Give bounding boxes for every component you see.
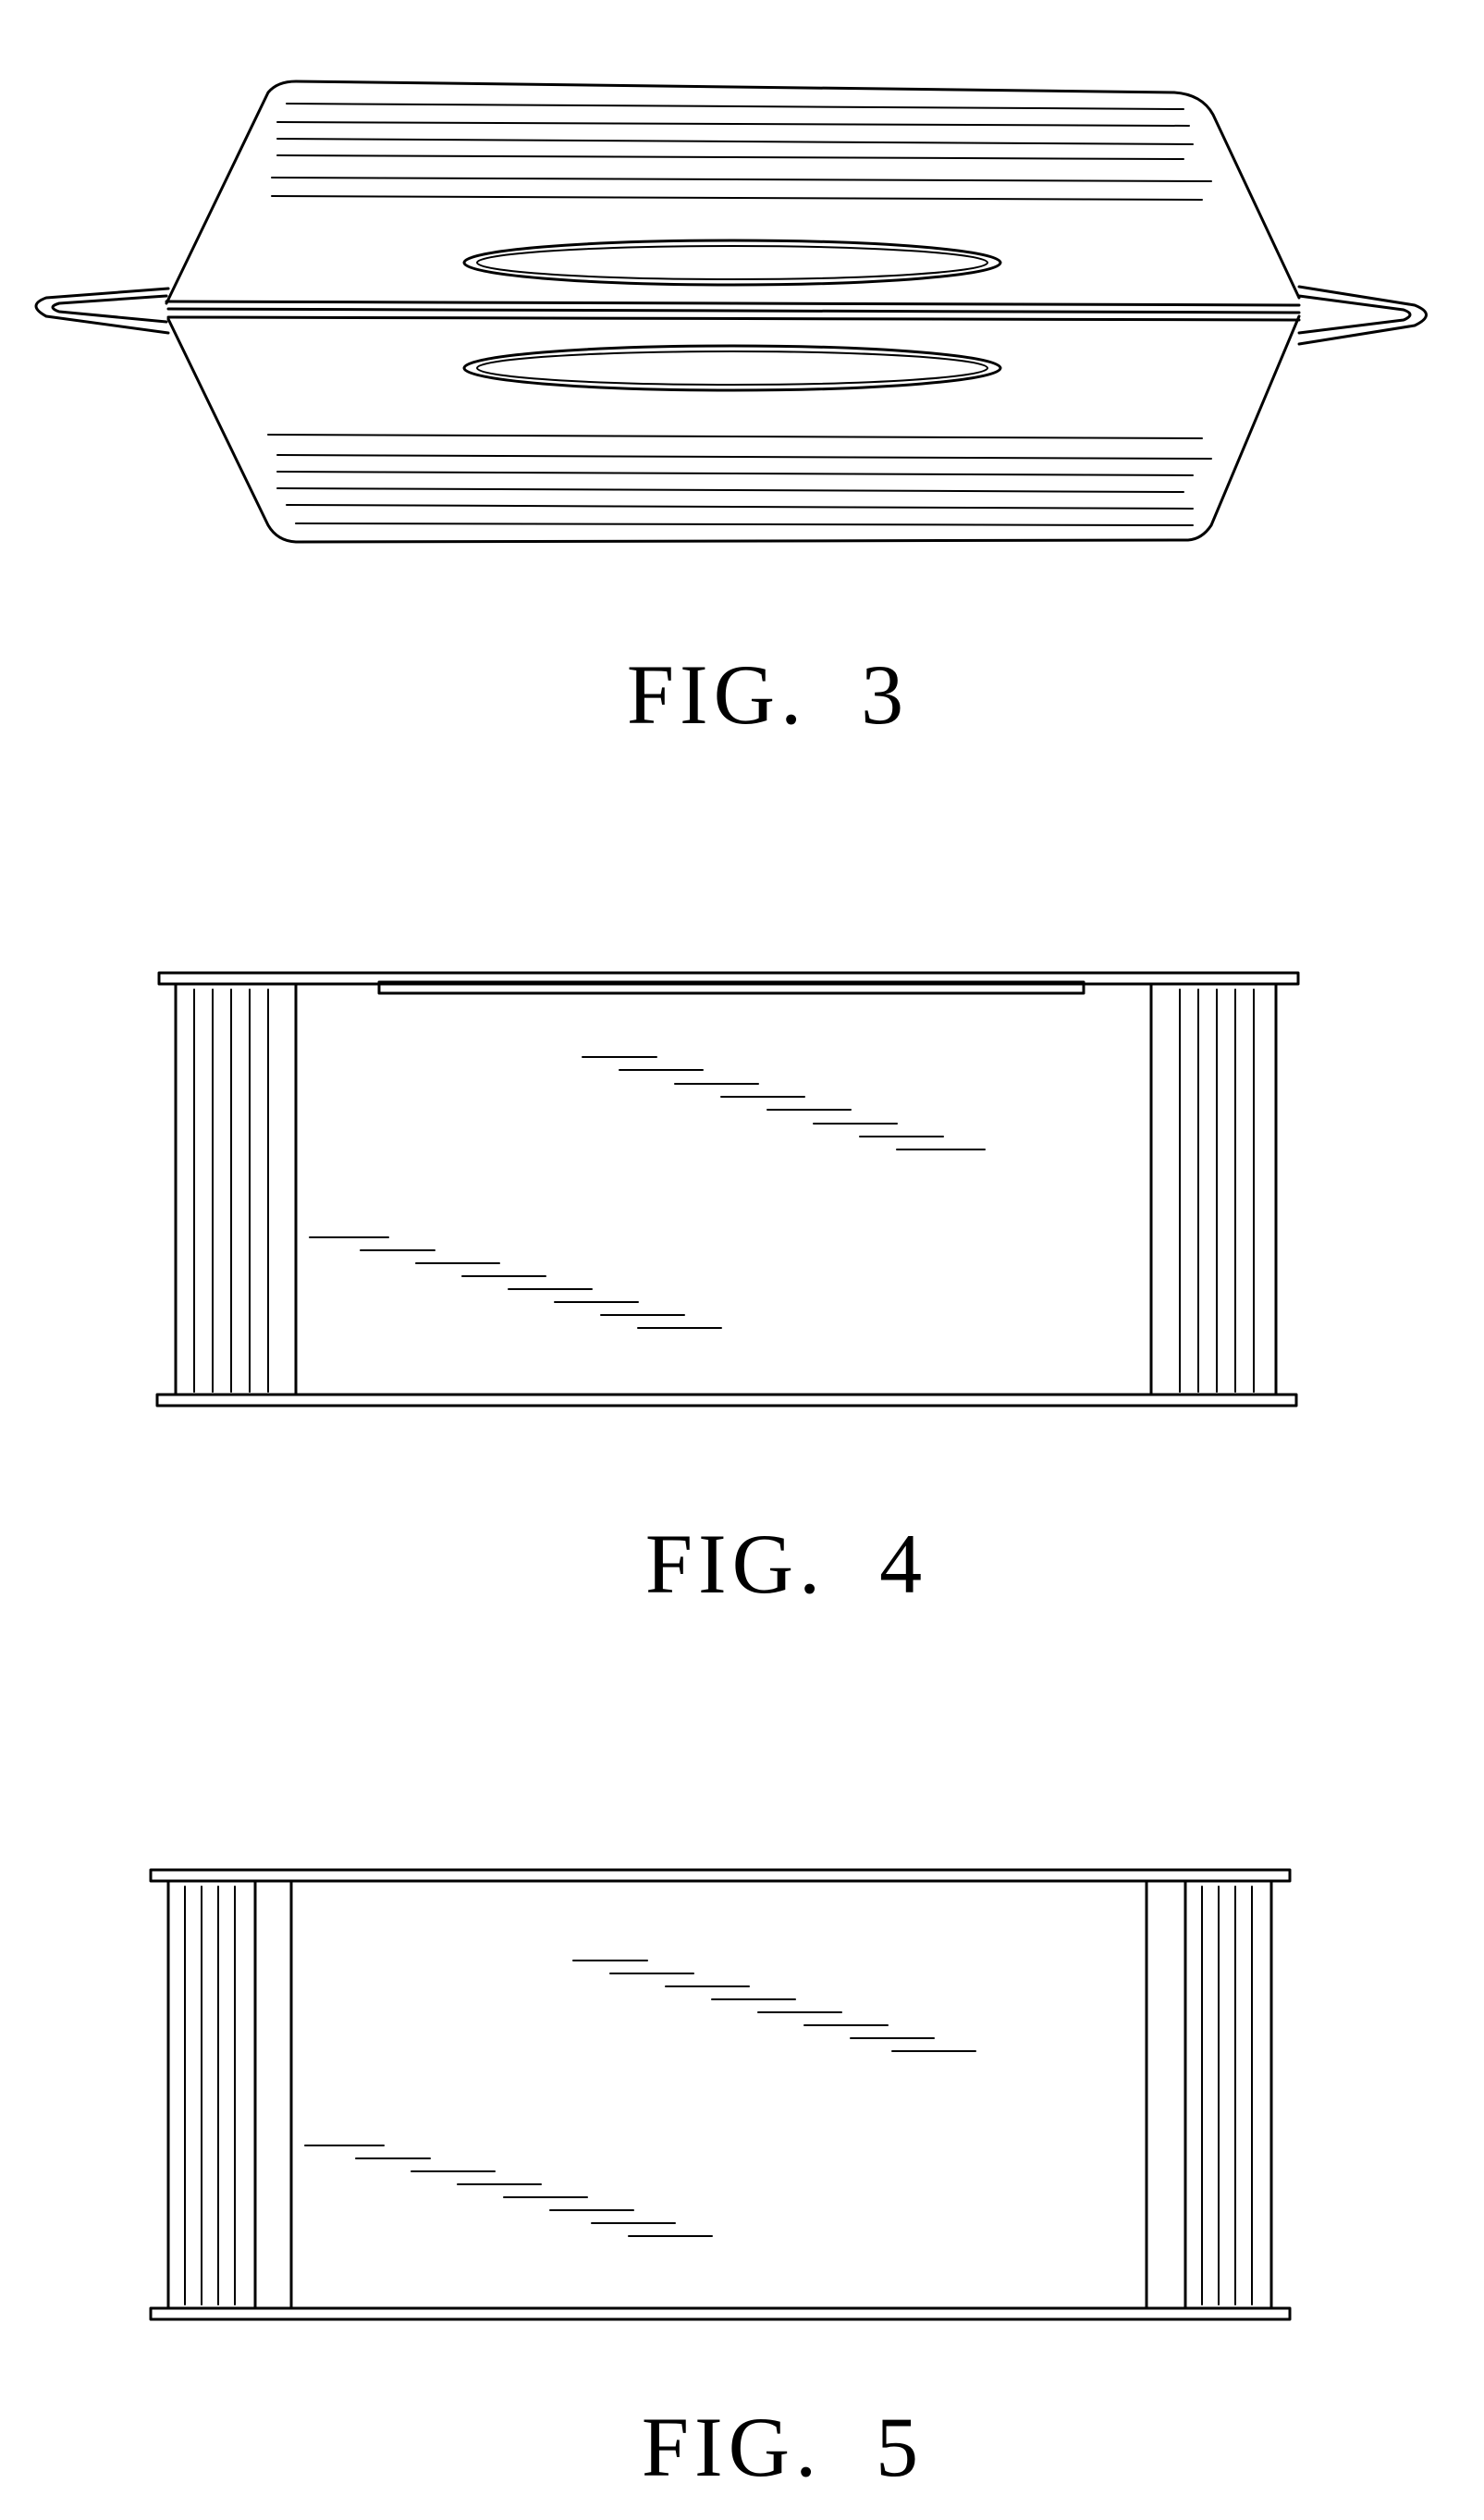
fig3-upper-body-outline — [166, 81, 1299, 303]
figure-4-caption: FIG. 4 — [44, 1521, 1484, 1606]
fig4-right-end-ribs — [1180, 990, 1254, 1392]
fig5-top-rail — [151, 1870, 1290, 1881]
fig5-right-end-ribs — [1202, 1887, 1252, 2305]
fig3-upper-shading — [272, 104, 1211, 200]
figure-5-side-view — [151, 1870, 1290, 2319]
fig3-upper-opening — [464, 240, 1000, 285]
fig5-left-end-ribs — [185, 1887, 235, 2305]
fig5-reflection-upper — [573, 1961, 975, 2051]
fig3-lower-opening-inner — [477, 351, 987, 385]
fig3-right-handle — [1299, 287, 1427, 344]
figure-3-caption: FIG. 3 — [26, 652, 1484, 737]
fig3-seam-line-bottom — [168, 317, 1299, 320]
fig3-upper-opening-inner — [477, 246, 987, 279]
fig4-main-panel — [296, 984, 1151, 1395]
fig4-right-end-panel — [1151, 984, 1276, 1395]
fig3-seam-line-middle — [168, 309, 1299, 313]
fig3-lower-shading — [268, 435, 1211, 525]
figure-4-side-view — [157, 973, 1298, 1406]
figure-3-tissue-box-top-view — [36, 81, 1427, 542]
fig4-reflection-upper — [583, 1057, 985, 1149]
fig5-reflection-lower — [305, 2145, 712, 2236]
fig5-bottom-rail — [151, 2308, 1290, 2319]
fig3-lower-opening — [464, 346, 1000, 390]
figure-5-caption: FIG. 5 — [41, 2404, 1484, 2489]
fig3-left-handle-inner — [53, 296, 166, 322]
fig4-reflection-lower — [310, 1237, 721, 1328]
fig5-main-panel — [291, 1881, 1147, 2308]
fig5-left-end-panel — [168, 1881, 291, 2308]
fig4-left-end-ribs — [194, 990, 268, 1392]
fig3-seam-line-top — [166, 301, 1299, 305]
fig4-bottom-rail — [157, 1395, 1296, 1406]
